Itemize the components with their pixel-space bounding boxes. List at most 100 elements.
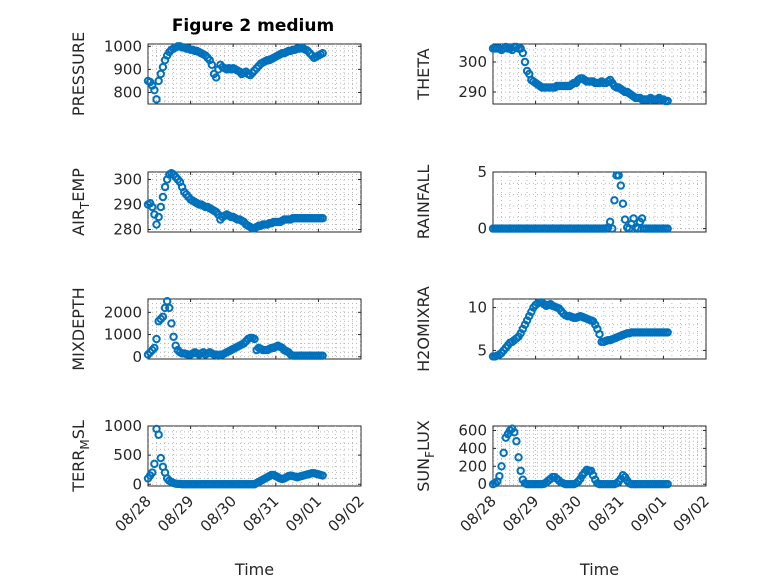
y-tick-label: 500 (113, 446, 142, 464)
y-tick-label: 280 (113, 221, 142, 239)
data-point (318, 351, 327, 360)
x-tick-label: 08/29 (499, 492, 542, 535)
subplot-air-temp: 280 290 300 AIRTEMP (69, 168, 362, 239)
data-point (154, 76, 163, 86)
data-point (516, 466, 525, 475)
y-tick-label: 600 (458, 421, 487, 439)
y-tick-label: 900 (113, 60, 142, 78)
data-point (158, 192, 168, 202)
data-point (160, 182, 170, 192)
y-tick-label: 290 (113, 196, 142, 214)
data-point (616, 181, 625, 190)
y-tick-label: 400 (458, 439, 487, 457)
data-point (167, 319, 176, 328)
y-tick-label: 1000 (104, 326, 142, 344)
data-point (152, 220, 161, 229)
y-axis-label: RAINFALL (414, 165, 433, 240)
x-axis-label: Time (234, 560, 274, 579)
data-point (512, 437, 521, 446)
data-point (620, 215, 630, 224)
data-point (318, 471, 327, 480)
data-point (152, 334, 161, 344)
data-point (156, 202, 165, 212)
x-tick-label: 08/31 (584, 492, 627, 535)
data-point (510, 428, 519, 437)
y-tick-label: 2000 (104, 303, 142, 321)
data-point (169, 332, 178, 341)
data-point (618, 199, 628, 208)
x-tick-label: 08/28 (457, 492, 500, 535)
data-point (150, 85, 159, 95)
y-axis-label: TERRMSL (69, 420, 92, 493)
y-tick-label: 0 (477, 220, 487, 238)
data-point (150, 343, 159, 353)
data-point (318, 214, 327, 223)
figure-title: Figure 2 medium (172, 16, 334, 36)
data-point (318, 49, 327, 58)
plot-area (492, 171, 707, 233)
y-tick-label: 200 (458, 457, 487, 475)
data-point (158, 312, 168, 321)
data-point (156, 453, 165, 463)
data-point (499, 448, 508, 458)
y-axis-label: SUNFLUX (414, 420, 437, 492)
y-axis-label: AIRTEMP (69, 168, 92, 236)
data-point (629, 214, 638, 223)
subplot-terr-msl: 0 500 1000 TERRMSL 08/28 08/29 08/30 08/31 09/01… (69, 417, 368, 579)
subplot-theta: 290 300 THETA (414, 42, 707, 106)
data-point (152, 95, 161, 104)
y-tick-label: 300 (458, 53, 487, 71)
y-tick-label: 800 (113, 83, 142, 101)
y-tick-label: 290 (458, 83, 487, 101)
data-point (250, 334, 259, 344)
data-point (663, 224, 672, 233)
y-tick-label: 5 (477, 163, 487, 181)
data-point (663, 480, 672, 489)
data-point (637, 214, 647, 223)
data-point (595, 329, 604, 339)
y-tick-label: 1000 (104, 37, 142, 55)
x-tick-label: 09/01 (627, 492, 670, 535)
data-point (520, 57, 530, 67)
data-point (165, 303, 174, 313)
data-point (663, 96, 672, 106)
y-tick-label: 5 (477, 341, 487, 359)
x-axis-label: Time (579, 560, 619, 579)
data-point (148, 202, 157, 212)
plot-area (492, 425, 707, 487)
x-tick-label: 08/30 (197, 492, 240, 535)
y-axis-label: PRESSURE (69, 32, 88, 116)
x-tick-label: 09/02 (325, 492, 368, 535)
y-axis-label: MIXDEPTH (69, 287, 88, 370)
x-tick-label: 08/30 (542, 492, 585, 535)
data-point (514, 453, 523, 462)
data-point (154, 430, 163, 439)
x-tick-label: 09/01 (282, 492, 325, 535)
y-tick-label: 300 (113, 171, 142, 189)
subplot-h2omixra: 5 10 H2OMIXRA (414, 286, 707, 372)
data-point (150, 459, 159, 469)
data-point (158, 62, 168, 72)
plot-area (147, 425, 362, 487)
data-point (495, 471, 504, 481)
x-tick-label: 08/28 (112, 492, 155, 535)
x-tick-label: 08/29 (154, 492, 197, 535)
subplot-mixdepth: 0 1000 2000 MIXDEPTH (69, 287, 362, 371)
data-point (610, 196, 619, 205)
data-point (663, 328, 672, 337)
x-tick-label: 08/31 (239, 492, 282, 535)
data-point (156, 69, 165, 79)
y-tick-label: 10 (468, 299, 487, 317)
y-tick-label: 1000 (104, 417, 142, 435)
plot-area (492, 298, 707, 360)
y-axis-label: THETA (414, 48, 433, 100)
y-axis-label: H2OMIXRA (414, 286, 433, 372)
subplot-rainfall: 0 5 RAINFALL (414, 163, 707, 240)
y-tick-label: 0 (132, 475, 142, 493)
data-point (207, 60, 217, 69)
data-point (211, 73, 221, 82)
data-point (614, 171, 623, 180)
subplot-pressure: 800 900 1000 PRESSURE (69, 32, 362, 116)
